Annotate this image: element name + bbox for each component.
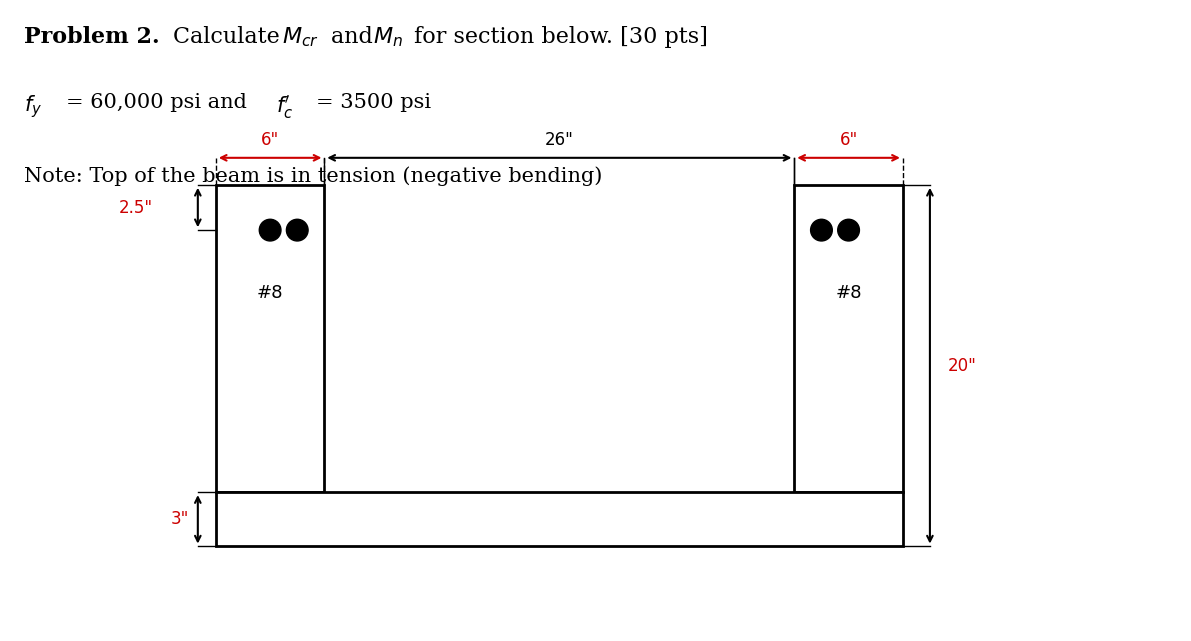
Text: Problem 2.: Problem 2. <box>24 26 160 47</box>
Bar <box>216 185 324 492</box>
Text: 6": 6" <box>840 131 858 149</box>
Text: $M_n$: $M_n$ <box>373 26 403 49</box>
Text: Calculate: Calculate <box>173 26 287 47</box>
Bar <box>794 185 903 492</box>
Text: #8: #8 <box>835 285 862 303</box>
Text: and: and <box>331 26 380 47</box>
Text: $f_c'$: $f_c'$ <box>276 93 293 121</box>
Text: = 60,000 psi and: = 60,000 psi and <box>66 93 252 112</box>
Text: $f_y$: $f_y$ <box>24 93 42 120</box>
Text: Note: Top of the beam is in tension (negative bending): Note: Top of the beam is in tension (neg… <box>24 167 603 187</box>
Circle shape <box>260 219 281 241</box>
Text: 6": 6" <box>261 131 279 149</box>
Circle shape <box>286 219 308 241</box>
Text: for section below. [30 pts]: for section below. [30 pts] <box>407 26 709 47</box>
Circle shape <box>837 219 860 241</box>
Text: 20": 20" <box>948 356 977 375</box>
Text: = 3500 psi: = 3500 psi <box>316 93 431 112</box>
Bar <box>216 492 903 546</box>
Text: $M_{cr}$: $M_{cr}$ <box>282 26 319 49</box>
Text: 3": 3" <box>170 510 189 528</box>
Circle shape <box>811 219 833 241</box>
Text: #8: #8 <box>257 285 283 303</box>
Text: 2.5": 2.5" <box>119 199 152 217</box>
Text: 26": 26" <box>545 131 574 149</box>
